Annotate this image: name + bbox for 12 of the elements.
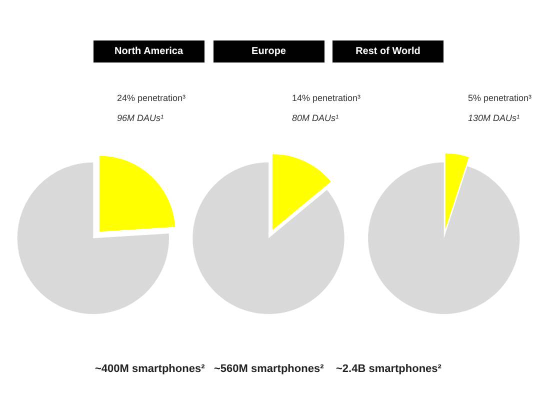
text: 5% penetration³ [468,93,532,103]
text: 24% penetration³ [117,93,186,103]
chart-title: Europe [252,46,286,57]
text: ~560M smartphones² [214,363,324,375]
text: ~400M smartphones² [95,363,206,375]
chart-title: Rest of World [356,46,420,57]
text: ~2.4B smartphones² [336,363,442,375]
text: 80M DAUs¹ [292,113,339,123]
text: 14% penetration³ [292,93,361,103]
chart-title: North America [114,46,184,57]
text: 96M DAUs¹ [117,113,164,123]
text: 130M DAUs¹ [468,113,520,123]
